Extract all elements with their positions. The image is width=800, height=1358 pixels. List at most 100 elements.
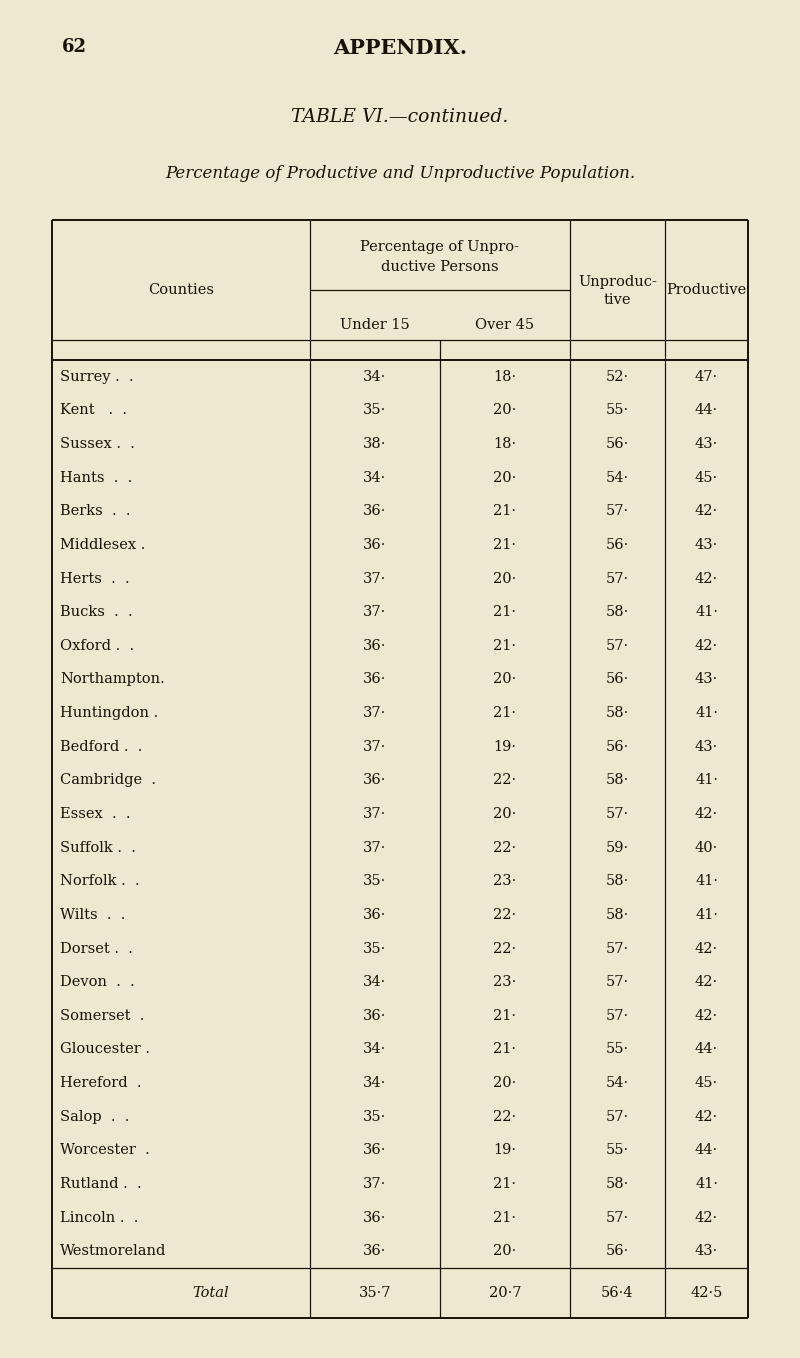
Text: 37·: 37· [363,706,386,720]
Text: 18·: 18· [494,437,517,451]
Text: 57·: 57· [606,975,629,989]
Text: 57·: 57· [606,1009,629,1023]
Text: 21·: 21· [494,538,517,551]
Text: Westmoreland: Westmoreland [60,1244,166,1258]
Text: 57·: 57· [606,941,629,956]
Text: 34·: 34· [363,1043,386,1057]
Text: Productive: Productive [666,282,746,297]
Text: Bucks  .  .: Bucks . . [60,606,133,619]
Text: 19·: 19· [494,1143,517,1157]
Text: 58·: 58· [606,706,629,720]
Text: 23·: 23· [494,975,517,989]
Text: 37·: 37· [363,807,386,822]
Text: 23·: 23· [494,875,517,888]
Text: Herts  .  .: Herts . . [60,572,130,585]
Text: Somerset  .: Somerset . [60,1009,144,1023]
Text: 35·: 35· [363,875,386,888]
Text: Kent   .  .: Kent . . [60,403,127,417]
Text: 20·: 20· [494,807,517,822]
Text: 22·: 22· [494,841,517,854]
Text: Norfolk .  .: Norfolk . . [60,875,140,888]
Text: Gloucester .: Gloucester . [60,1043,150,1057]
Text: Huntingdon .: Huntingdon . [60,706,158,720]
Text: Bedford .  .: Bedford . . [60,740,142,754]
Text: Hereford  .: Hereford . [60,1076,142,1090]
Text: 41·: 41· [695,909,718,922]
Text: 56·: 56· [606,538,629,551]
Text: 34·: 34· [363,975,386,989]
Text: Middlesex .: Middlesex . [60,538,146,551]
Text: 20·: 20· [494,1076,517,1090]
Text: Unproduc-: Unproduc- [578,276,657,289]
Text: 55·: 55· [606,1143,629,1157]
Text: 42·: 42· [695,1210,718,1225]
Text: 37·: 37· [363,841,386,854]
Text: 44·: 44· [695,1043,718,1057]
Text: Oxford .  .: Oxford . . [60,638,134,653]
Text: Salop  .  .: Salop . . [60,1109,130,1123]
Text: 45·: 45· [695,471,718,485]
Text: Hants  .  .: Hants . . [60,471,132,485]
Text: 47·: 47· [695,369,718,384]
Text: 57·: 57· [606,807,629,822]
Text: Devon  .  .: Devon . . [60,975,134,989]
Text: 35·: 35· [363,403,386,417]
Text: 36·: 36· [363,1244,386,1258]
Text: 43·: 43· [695,437,718,451]
Text: Percentage of Unpro-: Percentage of Unpro- [361,240,519,254]
Text: 36·: 36· [363,638,386,653]
Text: 35·: 35· [363,941,386,956]
Text: 36·: 36· [363,1143,386,1157]
Text: 44·: 44· [695,403,718,417]
Text: 21·: 21· [494,1210,517,1225]
Text: 42·: 42· [695,941,718,956]
Text: Sussex .  .: Sussex . . [60,437,135,451]
Text: 52·: 52· [606,369,629,384]
Text: Essex  .  .: Essex . . [60,807,130,822]
Text: 59·: 59· [606,841,629,854]
Text: 22·: 22· [494,909,517,922]
Text: 41·: 41· [695,773,718,788]
Text: 21·: 21· [494,706,517,720]
Text: 20·: 20· [494,403,517,417]
Text: 20·: 20· [494,471,517,485]
Text: 54·: 54· [606,471,629,485]
Text: 38·: 38· [363,437,386,451]
Text: tive: tive [604,293,631,307]
Text: 57·: 57· [606,638,629,653]
Text: 44·: 44· [695,1143,718,1157]
Text: 42·: 42· [695,638,718,653]
Text: 43·: 43· [695,672,718,687]
Text: 43·: 43· [695,740,718,754]
Text: 56·: 56· [606,437,629,451]
Text: 41·: 41· [695,1177,718,1191]
Text: Cambridge  .: Cambridge . [60,773,156,788]
Text: 36·: 36· [363,538,386,551]
Text: ductive Persons: ductive Persons [381,259,499,274]
Text: 43·: 43· [695,1244,718,1258]
Text: 37·: 37· [363,606,386,619]
Text: 57·: 57· [606,1109,629,1123]
Text: Northampton.: Northampton. [60,672,165,687]
Text: 20·: 20· [494,672,517,687]
Text: 56·4: 56·4 [602,1286,634,1300]
Text: 37·: 37· [363,740,386,754]
Text: 19·: 19· [494,740,517,754]
Text: 37·: 37· [363,1177,386,1191]
Text: Berks  .  .: Berks . . [60,504,130,519]
Text: 35·7: 35·7 [358,1286,391,1300]
Text: Dorset .  .: Dorset . . [60,941,133,956]
Text: Wilts  .  .: Wilts . . [60,909,126,922]
Text: Lincoln .  .: Lincoln . . [60,1210,138,1225]
Text: 57·: 57· [606,572,629,585]
Text: 21·: 21· [494,1043,517,1057]
Text: Worcester  .: Worcester . [60,1143,150,1157]
Text: 21·: 21· [494,606,517,619]
Text: Suffolk .  .: Suffolk . . [60,841,136,854]
Text: 42·: 42· [695,975,718,989]
Text: 54·: 54· [606,1076,629,1090]
Text: TABLE VI.—continued.: TABLE VI.—continued. [291,109,509,126]
Text: 36·: 36· [363,1009,386,1023]
Text: 35·: 35· [363,1109,386,1123]
Text: 42·: 42· [695,504,718,519]
